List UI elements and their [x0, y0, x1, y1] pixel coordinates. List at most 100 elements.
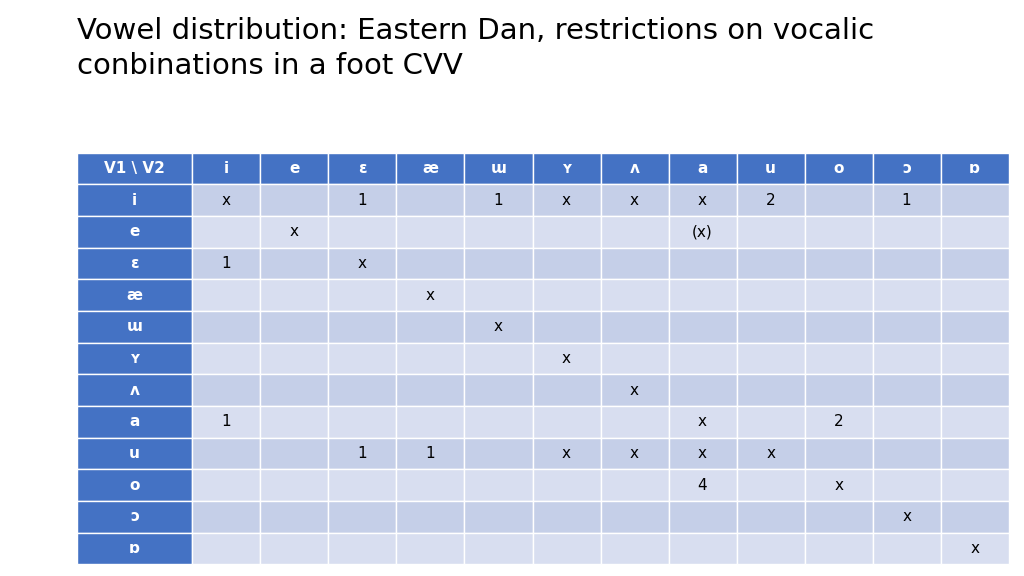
Bar: [193, 311, 260, 343]
Bar: [193, 343, 260, 374]
Bar: [77, 533, 193, 564]
Bar: [260, 184, 329, 216]
Bar: [805, 469, 872, 501]
Bar: [600, 153, 669, 184]
Bar: [736, 153, 805, 184]
Bar: [396, 533, 465, 564]
Bar: [600, 406, 669, 438]
Bar: [669, 279, 736, 311]
Bar: [669, 248, 736, 279]
Text: x: x: [426, 287, 435, 303]
Text: ʏ: ʏ: [561, 161, 572, 176]
Bar: [260, 311, 329, 343]
Bar: [805, 153, 872, 184]
Bar: [736, 533, 805, 564]
Bar: [872, 279, 941, 311]
Bar: [260, 438, 329, 469]
Bar: [465, 406, 532, 438]
Bar: [260, 248, 329, 279]
Text: 1: 1: [902, 192, 911, 208]
Text: Vowel distribution: Eastern Dan, restrictions on vocalic
conbinations in a foot : Vowel distribution: Eastern Dan, restric…: [77, 17, 873, 80]
Bar: [805, 406, 872, 438]
Bar: [805, 248, 872, 279]
Bar: [872, 469, 941, 501]
Bar: [193, 374, 260, 406]
Text: i: i: [132, 192, 137, 208]
Bar: [805, 279, 872, 311]
Bar: [872, 184, 941, 216]
Bar: [941, 438, 1009, 469]
Bar: [465, 153, 532, 184]
Bar: [669, 374, 736, 406]
Text: x: x: [902, 509, 911, 525]
Bar: [872, 216, 941, 248]
Text: o: o: [129, 478, 140, 493]
Text: 4: 4: [697, 478, 708, 493]
Bar: [736, 216, 805, 248]
Bar: [193, 438, 260, 469]
Bar: [669, 533, 736, 564]
Bar: [736, 438, 805, 469]
Bar: [669, 343, 736, 374]
Bar: [872, 153, 941, 184]
Bar: [736, 374, 805, 406]
Text: x: x: [358, 256, 367, 271]
Bar: [465, 311, 532, 343]
Text: x: x: [766, 446, 775, 461]
Bar: [329, 248, 396, 279]
Text: a: a: [129, 414, 140, 430]
Bar: [669, 406, 736, 438]
Bar: [532, 501, 600, 533]
Bar: [329, 438, 396, 469]
Bar: [872, 533, 941, 564]
Bar: [532, 406, 600, 438]
Bar: [736, 184, 805, 216]
Bar: [77, 469, 193, 501]
Bar: [77, 279, 193, 311]
Bar: [193, 501, 260, 533]
Text: 1: 1: [494, 192, 504, 208]
Bar: [941, 279, 1009, 311]
Bar: [465, 248, 532, 279]
Text: o: o: [834, 161, 844, 176]
Text: x: x: [630, 446, 639, 461]
Bar: [600, 279, 669, 311]
Bar: [193, 184, 260, 216]
Bar: [77, 438, 193, 469]
Bar: [872, 501, 941, 533]
Bar: [669, 501, 736, 533]
Bar: [669, 438, 736, 469]
Bar: [600, 343, 669, 374]
Text: 1: 1: [426, 446, 435, 461]
Bar: [329, 184, 396, 216]
Bar: [532, 248, 600, 279]
Bar: [329, 374, 396, 406]
Text: ɒ: ɒ: [969, 161, 980, 176]
Bar: [260, 501, 329, 533]
Bar: [600, 374, 669, 406]
Bar: [329, 469, 396, 501]
Bar: [396, 248, 465, 279]
Bar: [941, 501, 1009, 533]
Bar: [465, 469, 532, 501]
Bar: [193, 533, 260, 564]
Bar: [465, 184, 532, 216]
Bar: [805, 311, 872, 343]
Bar: [600, 216, 669, 248]
Bar: [329, 216, 396, 248]
Bar: [396, 343, 465, 374]
Text: (x): (x): [692, 224, 713, 240]
Bar: [941, 469, 1009, 501]
Bar: [805, 533, 872, 564]
Bar: [329, 501, 396, 533]
Bar: [396, 406, 465, 438]
Bar: [193, 406, 260, 438]
Text: ʌ: ʌ: [130, 382, 139, 398]
Bar: [600, 184, 669, 216]
Bar: [736, 469, 805, 501]
Bar: [329, 279, 396, 311]
Text: 2: 2: [834, 414, 844, 430]
Bar: [396, 374, 465, 406]
Bar: [941, 311, 1009, 343]
Text: u: u: [765, 161, 776, 176]
